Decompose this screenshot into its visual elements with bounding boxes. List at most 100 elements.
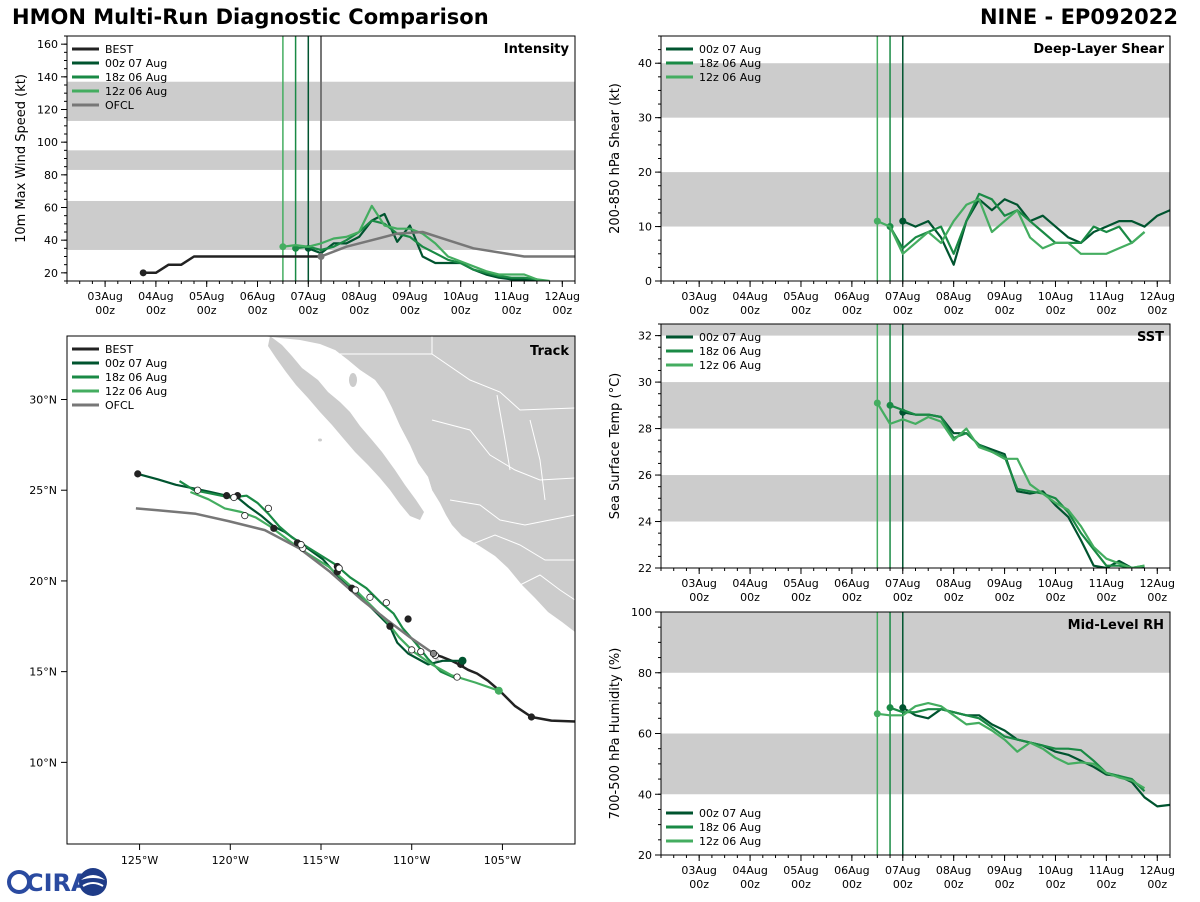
x-tick-label-date: 03Aug: [681, 290, 716, 303]
cira-logo-swoosh-2: [82, 882, 104, 887]
x-tick-label-hour: 00z: [1096, 591, 1116, 604]
legend-label-3: 12z 06 Aug: [105, 85, 167, 98]
x-tick-label-hour: 00z: [791, 304, 811, 317]
y-tick-label: 10: [638, 221, 652, 234]
x-tick-label-hour: 00z: [740, 591, 760, 604]
track-marker-r00: [134, 470, 142, 478]
x-tick-label-date: 12Aug: [545, 290, 580, 303]
x-tick-label-date: 09Aug: [987, 290, 1022, 303]
y-tick-label: 80: [44, 169, 58, 182]
y-tick-label: 100: [631, 606, 652, 619]
legend-label-0: 00z 07 Aug: [699, 43, 761, 56]
legend-label-2: 18z 06 Aug: [105, 371, 167, 384]
x-tick-label-date: 12Aug: [1140, 577, 1175, 590]
lon-tick-label: 105°W: [484, 854, 521, 867]
lon-tick-label: 110°W: [393, 854, 430, 867]
x-tick-label-date: 07Aug: [885, 577, 920, 590]
rh-band-1: [661, 612, 1170, 673]
shear-band-0: [661, 172, 1170, 227]
x-tick-label-hour: 00z: [1147, 591, 1167, 604]
track-marker-r12: [297, 541, 305, 549]
x-tick-label-hour: 00z: [502, 304, 522, 317]
x-tick-label-date: 05Aug: [189, 290, 224, 303]
legend-label-1: 00z 07 Aug: [105, 57, 167, 70]
x-tick-label-date: 05Aug: [783, 864, 818, 877]
y-tick-label: 40: [638, 57, 652, 70]
y-tick-label: 40: [44, 234, 58, 247]
x-tick-label-date: 05Aug: [783, 577, 818, 590]
track-marker-r18: [351, 586, 360, 594]
x-tick-label-hour: 00z: [740, 304, 760, 317]
x-tick-label-hour: 00z: [1147, 878, 1167, 891]
lon-tick-label: 120°W: [212, 854, 249, 867]
rh-plot-area: [661, 612, 1170, 855]
rh-series-start-r18: [886, 704, 894, 712]
shear-series-start-r00: [899, 217, 907, 225]
x-tick-label-date: 03Aug: [681, 864, 716, 877]
legend-label-1: 18z 06 Aug: [699, 345, 761, 358]
cira-logo: CIRA: [4, 866, 108, 902]
x-tick-label-hour: 00z: [197, 304, 217, 317]
x-tick-label-date: 08Aug: [936, 577, 971, 590]
main-title: HMON Multi-Run Diagnostic Comparison: [12, 5, 489, 29]
shear-plot-area: [661, 36, 1170, 281]
track-marker-r12: [408, 646, 416, 654]
x-tick-label-hour: 00z: [944, 591, 964, 604]
x-tick-label-hour: 00z: [995, 304, 1015, 317]
legend-label-0: 00z 07 Aug: [699, 807, 761, 820]
x-tick-label-hour: 00z: [791, 878, 811, 891]
legend-label-2: 18z 06 Aug: [105, 71, 167, 84]
x-tick-label-date: 11Aug: [1089, 864, 1124, 877]
rh-title: Mid-Level RH: [1068, 618, 1164, 633]
x-tick-label-date: 12Aug: [1140, 864, 1175, 877]
x-tick-label-hour: 00z: [689, 878, 709, 891]
track-title: Track: [530, 344, 569, 359]
x-tick-label-hour: 00z: [893, 878, 913, 891]
x-tick-label-date: 09Aug: [987, 864, 1022, 877]
x-tick-label-date: 05Aug: [783, 290, 818, 303]
x-tick-label-hour: 00z: [995, 878, 1015, 891]
y-tick-label: 60: [44, 202, 58, 215]
track-marker-r18: [417, 648, 425, 656]
panel-sst: 22242628303203Aug00z04Aug00z05Aug00z06Au…: [608, 323, 1175, 604]
sst-series-r18: [889, 404, 1145, 568]
shear-title: Deep-Layer Shear: [1033, 42, 1164, 57]
x-tick-label-hour: 00z: [893, 591, 913, 604]
legend-label-4: OFCL: [105, 99, 135, 112]
y-tick-label: 160: [37, 38, 58, 51]
lat-tick-label: 25°N: [29, 484, 57, 497]
x-tick-label-hour: 00z: [944, 878, 964, 891]
intensity-series-r18: [295, 219, 538, 281]
x-tick-label-hour: 00z: [842, 878, 862, 891]
islands: [318, 373, 439, 662]
legend-label-1: 00z 07 Aug: [105, 357, 167, 370]
sst-series-start-r12: [873, 399, 881, 407]
y-tick-label: 120: [37, 104, 58, 117]
x-tick-label-date: 08Aug: [936, 290, 971, 303]
y-tick-label: 30: [638, 376, 652, 389]
sst-title: SST: [1137, 330, 1164, 345]
cira-logo-swoosh: [81, 875, 105, 880]
x-tick-label-hour: 00z: [842, 304, 862, 317]
shear-series-start-r12: [873, 217, 881, 225]
baja-california: [268, 336, 424, 520]
sst-band-2: [661, 324, 1170, 336]
x-tick-label-hour: 00z: [1046, 878, 1066, 891]
x-tick-label-hour: 00z: [146, 304, 166, 317]
panel-rh: 2040608010003Aug00z04Aug00z05Aug00z06Aug…: [608, 606, 1175, 891]
x-tick-label-date: 06Aug: [834, 577, 869, 590]
intensity-series-start-ofcl: [317, 253, 325, 260]
x-tick-label-date: 03Aug: [681, 577, 716, 590]
x-tick-label-hour: 00z: [842, 591, 862, 604]
x-tick-label-date: 04Aug: [138, 290, 173, 303]
x-tick-label-date: 04Aug: [732, 290, 767, 303]
lon-tick-label: 125°W: [121, 854, 158, 867]
intensity-plot-area: [67, 36, 575, 281]
cira-logo-ring: [11, 874, 27, 890]
x-tick-label-hour: 00z: [1096, 878, 1116, 891]
y-tick-label: 32: [638, 330, 652, 343]
x-tick-label-date: 06Aug: [834, 864, 869, 877]
x-tick-label-hour: 00z: [1046, 591, 1066, 604]
y-tick-label: 0: [645, 275, 652, 288]
